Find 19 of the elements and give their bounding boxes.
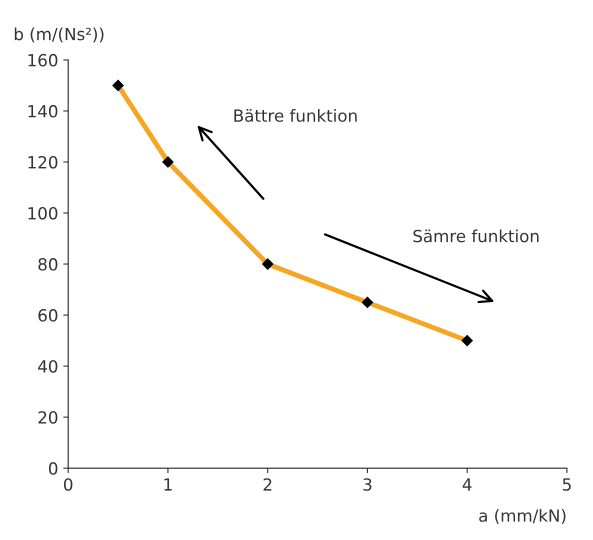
x-tick-label: 2 bbox=[264, 478, 272, 491]
annotation: Sämre funktion bbox=[413, 229, 539, 242]
y-tick-label: 160 bbox=[28, 54, 58, 67]
y-tick-label: 140 bbox=[28, 104, 58, 118]
y-tick-label: 100 bbox=[28, 206, 58, 220]
y-tick-label: 60 bbox=[38, 309, 58, 322]
x-tick-label: 1 bbox=[164, 478, 172, 491]
y-tick-label: 20 bbox=[38, 411, 58, 424]
x-tick-label: 0 bbox=[64, 478, 72, 491]
x-axis-title: a (mm/kN) bbox=[479, 509, 566, 524]
y-tick-label: 40 bbox=[38, 360, 58, 373]
y-tick-label: 120 bbox=[28, 156, 58, 169]
x-tick-label: 3 bbox=[363, 478, 372, 491]
annotation: Bättre funktion bbox=[234, 109, 357, 122]
x-tick-label: 5 bbox=[562, 478, 571, 491]
y-tick-label: 80 bbox=[38, 258, 58, 271]
x-tick-label: 4 bbox=[462, 478, 472, 491]
y-axis-title: b (m/(Ns²)) bbox=[14, 27, 104, 42]
y-tick-label: 0 bbox=[48, 462, 58, 475]
